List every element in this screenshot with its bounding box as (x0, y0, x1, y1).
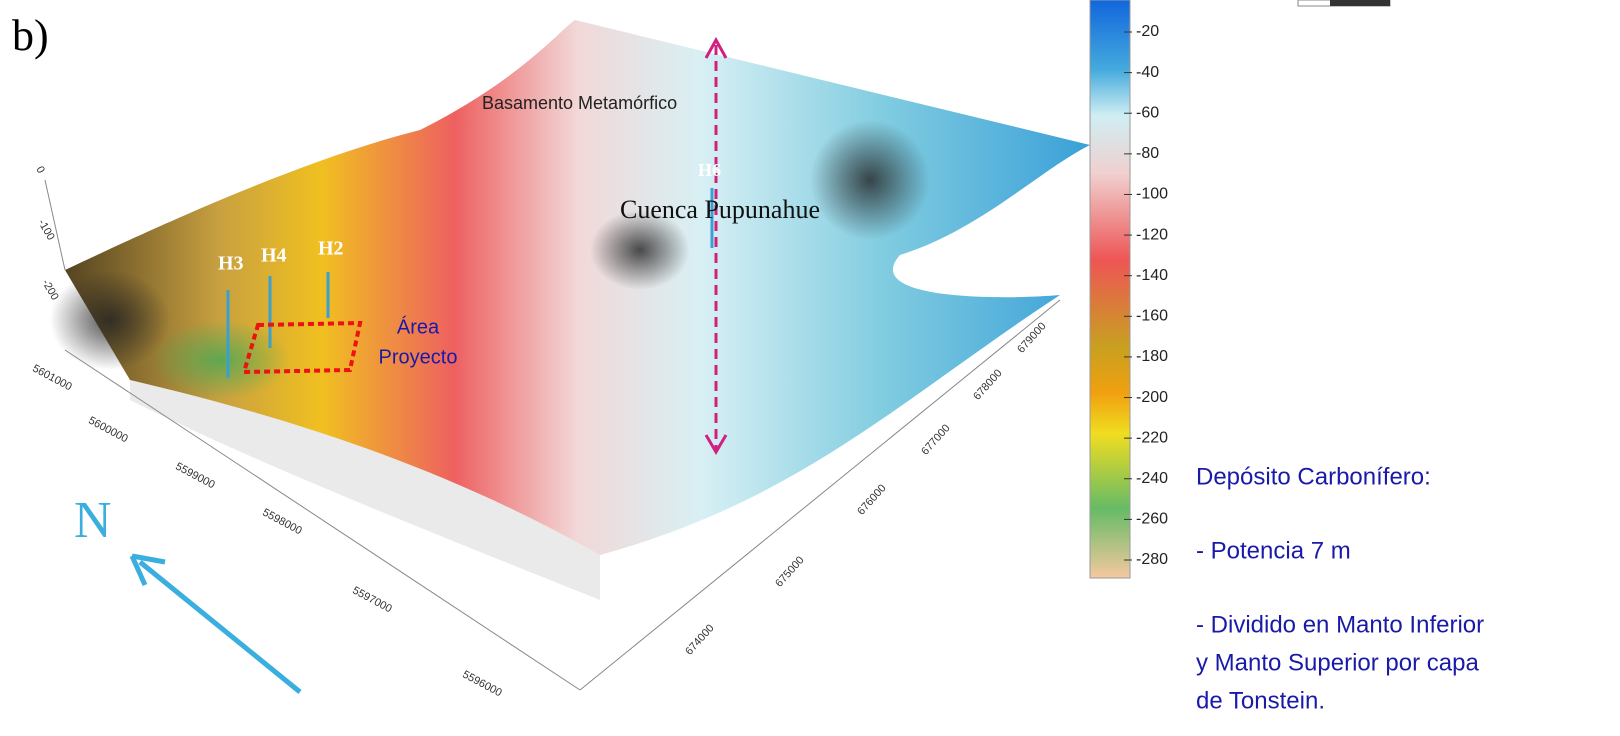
label: Basamento Metamórfico (482, 93, 677, 113)
depth-tick-label: 0 (33, 164, 46, 175)
colorbar-tick-label: -280 (1136, 551, 1168, 568)
northing-tick-label: 5600000 (86, 415, 129, 446)
colorbar (1090, 0, 1130, 578)
note: - Dividido en Manto Inferior (1196, 611, 1484, 638)
well-label: H6 (698, 160, 721, 180)
easting-tick-label: 678000 (971, 367, 1004, 402)
colorbar-tick-label: -20 (1136, 23, 1159, 40)
note: Depósito Carbonífero: (1196, 463, 1431, 490)
colorbar-tick-label: -200 (1136, 389, 1168, 406)
note: de Tonstein. (1196, 687, 1325, 714)
well-label: H3 (218, 253, 244, 275)
easting-tick-label: 679000 (1015, 320, 1048, 355)
note: - Potencia 7 m (1196, 537, 1351, 564)
well-label: H2 (318, 238, 344, 260)
colorbar-tick-label: -100 (1136, 186, 1168, 203)
northing-tick-label: 5601000 (30, 363, 73, 394)
easting-tick-label: 677000 (919, 422, 952, 457)
scale-bar (1330, 0, 1390, 6)
colorbar-tick-label: -80 (1136, 145, 1159, 162)
panel-label: b) (12, 11, 49, 60)
figure: b) Basamento Metamórfico Cuenca Pupunahu… (0, 0, 1620, 736)
colorbar-tick-label: -160 (1136, 308, 1168, 325)
colorbar-tick-label: -240 (1136, 470, 1168, 487)
easting-tick-label: 675000 (773, 554, 806, 589)
northing-tick-label: 5599000 (173, 461, 216, 492)
easting-tick-label: 674000 (683, 622, 716, 657)
colorbar-tick-label: -220 (1136, 429, 1168, 446)
label: Cuenca Pupunahue (620, 195, 820, 224)
colorbar-tick-label: -140 (1136, 267, 1168, 284)
label: Área (397, 315, 440, 338)
north-arrow (132, 556, 300, 692)
northing-tick-label: 5598000 (260, 507, 303, 538)
north-label: N (74, 492, 112, 549)
colorbar-tick-label: -260 (1136, 511, 1168, 528)
northing-tick-label: 5597000 (350, 585, 393, 616)
colorbar-tick-label: -120 (1136, 226, 1168, 243)
well-label: H4 (261, 245, 287, 267)
colorbar-tick-label: -40 (1136, 64, 1159, 81)
label: Proyecto (379, 346, 458, 368)
easting-tick-label: 676000 (855, 482, 888, 517)
depth-tick-label: -100 (35, 217, 56, 242)
colorbar-tick-label: -180 (1136, 348, 1168, 365)
colorbar-tick-label: -60 (1136, 104, 1159, 121)
northing-tick-label: 5596000 (460, 669, 503, 700)
note: y Manto Superior por capa (1196, 649, 1479, 676)
